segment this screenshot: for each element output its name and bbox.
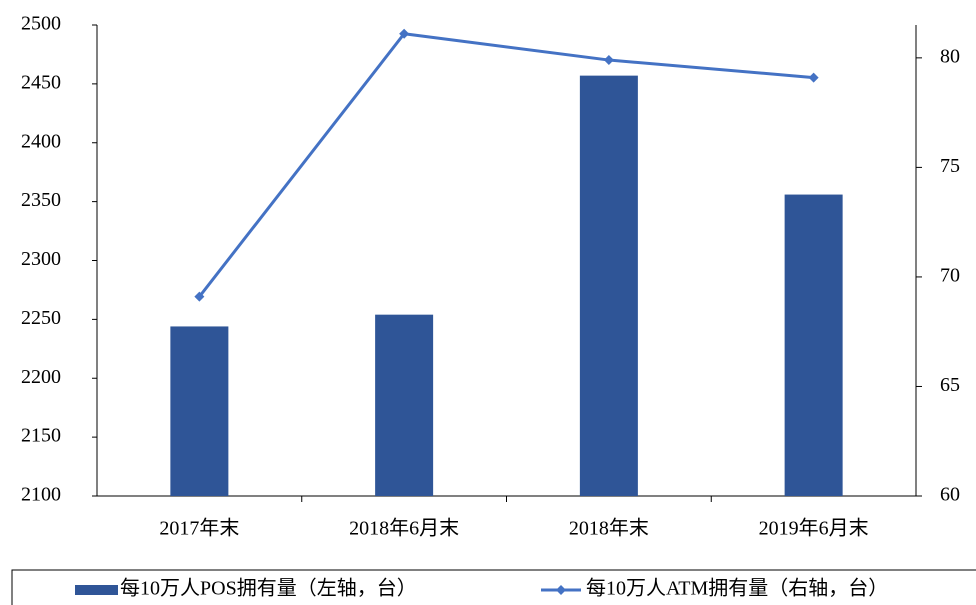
line [198, 32, 814, 298]
y-tick-label: 2300 [21, 248, 61, 270]
y-tick-label: 2250 [21, 307, 61, 329]
y-tick-label: 2350 [21, 189, 61, 211]
y-tick-label: 2450 [21, 71, 61, 93]
bar [170, 326, 229, 496]
x-tick-label: 2018年6月末 [349, 517, 459, 540]
bar [784, 194, 843, 496]
legend-label: 每10万人ATM拥有量（右轴，台） [586, 577, 888, 600]
y2-tick-label: 75 [940, 155, 960, 177]
x-tick-label: 2019年6月末 [759, 517, 869, 540]
legend-marker [556, 585, 566, 595]
legend-box [11, 569, 976, 605]
y-tick-label: 2500 [21, 13, 61, 35]
marker [194, 291, 205, 302]
marker [808, 72, 819, 83]
y2-tick-label: 65 [940, 374, 960, 396]
x-tick-label: 2018年末 [569, 517, 649, 540]
y-tick-label: 2400 [21, 130, 61, 152]
bar [375, 314, 434, 496]
legend-label: 每10万人POS拥有量（左轴，台） [120, 577, 417, 600]
y2-tick-label: 80 [940, 45, 960, 67]
y-tick-label: 2200 [21, 366, 61, 388]
x-tick-label: 2017年末 [159, 517, 239, 540]
bar [579, 75, 638, 496]
legend-swatch [75, 585, 118, 595]
marker [399, 28, 410, 39]
y2-tick-label: 70 [940, 265, 960, 287]
y-tick-label: 2100 [21, 484, 61, 506]
y-tick-label: 2150 [21, 425, 61, 447]
y2-tick-label: 60 [940, 484, 960, 506]
marker [603, 55, 614, 66]
